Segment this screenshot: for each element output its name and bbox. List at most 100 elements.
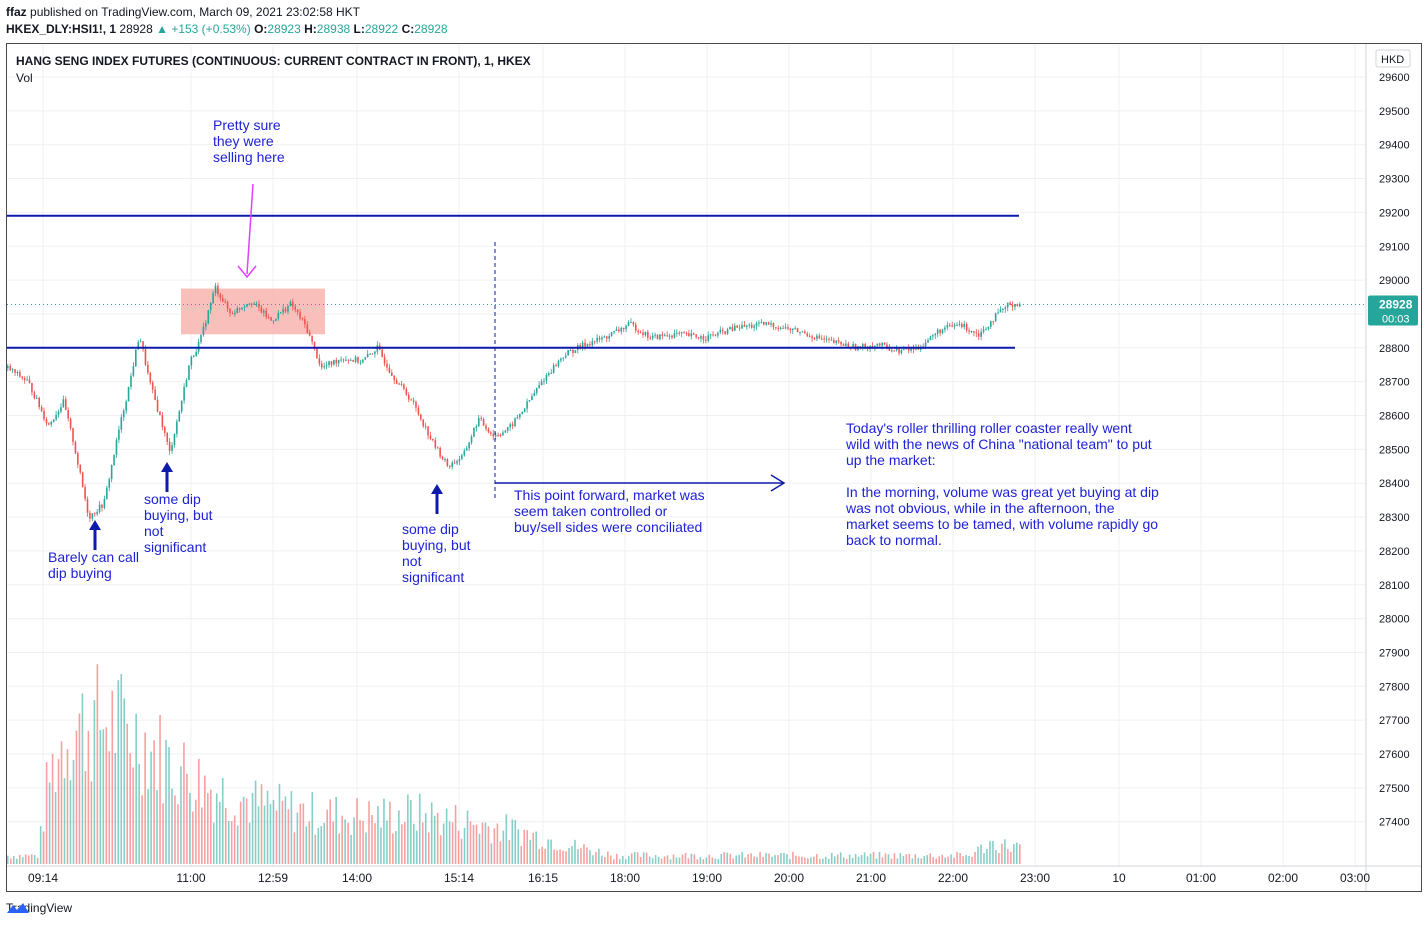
candle-body bbox=[231, 313, 234, 315]
volume-bar bbox=[598, 848, 600, 864]
candle-body bbox=[560, 358, 562, 361]
volume-bar bbox=[186, 773, 188, 864]
candle-body bbox=[663, 335, 666, 337]
candle-body bbox=[555, 365, 557, 367]
candle-body bbox=[497, 434, 499, 436]
volume-bar bbox=[630, 853, 633, 864]
candle-body bbox=[695, 334, 697, 338]
price-tick-label: 28400 bbox=[1379, 478, 1410, 490]
candle-body bbox=[820, 338, 823, 340]
volume-bar bbox=[287, 809, 290, 864]
volume-bar bbox=[201, 807, 203, 864]
candle-body bbox=[345, 359, 347, 361]
volume-bar bbox=[120, 673, 123, 864]
volume-bar bbox=[401, 824, 403, 864]
candle-body bbox=[743, 324, 746, 327]
volume-bar bbox=[242, 796, 245, 864]
candle-body bbox=[572, 350, 574, 353]
candle-body bbox=[659, 334, 661, 340]
volume-bar bbox=[90, 781, 93, 864]
candle-body bbox=[258, 303, 260, 308]
volume-bar bbox=[842, 857, 845, 864]
candle-body bbox=[473, 427, 475, 437]
volume-bar bbox=[481, 822, 484, 864]
volume-bar bbox=[317, 828, 320, 864]
volume-bar bbox=[705, 857, 708, 864]
volume-bar bbox=[141, 795, 143, 864]
candle-body bbox=[333, 359, 335, 365]
volume-bar bbox=[499, 841, 502, 864]
volume-bar bbox=[845, 858, 848, 864]
candle-body bbox=[929, 336, 932, 341]
candle-body bbox=[862, 343, 864, 347]
volume-bar bbox=[338, 833, 340, 864]
candle-body bbox=[125, 401, 127, 411]
candle-body bbox=[777, 327, 780, 329]
candle-body bbox=[881, 342, 883, 346]
symbol-label[interactable]: HKEX_DLY:HSI1!, 1 bbox=[6, 22, 117, 36]
volume-bar bbox=[436, 812, 439, 864]
summary-note-line: was not obvious, while in the afternoon,… bbox=[845, 500, 1115, 516]
candle-body bbox=[688, 333, 690, 337]
volume-bar bbox=[189, 792, 191, 864]
volume-bar bbox=[535, 831, 537, 864]
volume-bar bbox=[308, 821, 311, 864]
candle-body bbox=[1011, 304, 1014, 307]
candle-body bbox=[859, 346, 862, 348]
candle-body bbox=[1019, 304, 1021, 307]
candle-body bbox=[627, 322, 630, 326]
volume-bar bbox=[627, 856, 630, 864]
candle-body bbox=[118, 429, 120, 440]
volume-bar bbox=[39, 826, 42, 864]
dip-note-1-line: buying, but bbox=[144, 507, 213, 523]
volume-bar bbox=[723, 852, 726, 864]
volume-bar bbox=[374, 823, 376, 864]
candle-body bbox=[721, 329, 724, 332]
volume-bar bbox=[947, 856, 949, 864]
candle-body bbox=[791, 328, 794, 331]
candle-body bbox=[81, 472, 84, 487]
candle-body bbox=[591, 341, 594, 346]
candle-body bbox=[79, 464, 82, 473]
candle-body bbox=[584, 342, 586, 347]
candle-body bbox=[135, 349, 137, 367]
time-tick-label: 10 bbox=[1112, 871, 1126, 885]
volume-bar bbox=[517, 829, 520, 864]
volume-bar bbox=[180, 766, 182, 864]
candle-body bbox=[714, 335, 717, 337]
candle-body bbox=[308, 332, 311, 336]
candle-body bbox=[656, 334, 659, 340]
volume-bar bbox=[451, 822, 454, 864]
volume-bar bbox=[15, 858, 18, 864]
volume-bar bbox=[687, 858, 690, 864]
volume-bar bbox=[983, 853, 985, 864]
author-name[interactable]: ffaz bbox=[6, 5, 27, 19]
candle-body bbox=[685, 333, 688, 335]
volume-label: Vol bbox=[16, 71, 33, 85]
volume-bar bbox=[275, 810, 278, 864]
candle-body bbox=[163, 427, 166, 433]
volume-bar bbox=[514, 819, 517, 864]
chart-panel[interactable]: Pretty sure they were selling here Barely c… bbox=[6, 43, 1422, 892]
candle-body bbox=[596, 337, 598, 342]
candle-body bbox=[221, 298, 224, 302]
candle-body bbox=[973, 331, 975, 333]
footer-brand[interactable]: TradingView bbox=[6, 901, 72, 915]
candle-body bbox=[277, 312, 280, 319]
volume-bar bbox=[881, 857, 884, 864]
volume-bar bbox=[729, 853, 732, 864]
candle-body bbox=[241, 307, 243, 310]
candle-body bbox=[393, 375, 396, 381]
volume-bar bbox=[245, 798, 248, 864]
candle-body bbox=[463, 450, 466, 456]
candle-body bbox=[200, 334, 202, 343]
candle-body bbox=[265, 310, 268, 318]
candle-body bbox=[613, 330, 615, 333]
volume-bar bbox=[624, 859, 627, 864]
volume-bar bbox=[953, 857, 955, 864]
volume-bar bbox=[920, 858, 923, 864]
candle-body bbox=[207, 310, 210, 324]
candle-body bbox=[120, 417, 123, 430]
price-tick-label: 27900 bbox=[1379, 647, 1410, 659]
